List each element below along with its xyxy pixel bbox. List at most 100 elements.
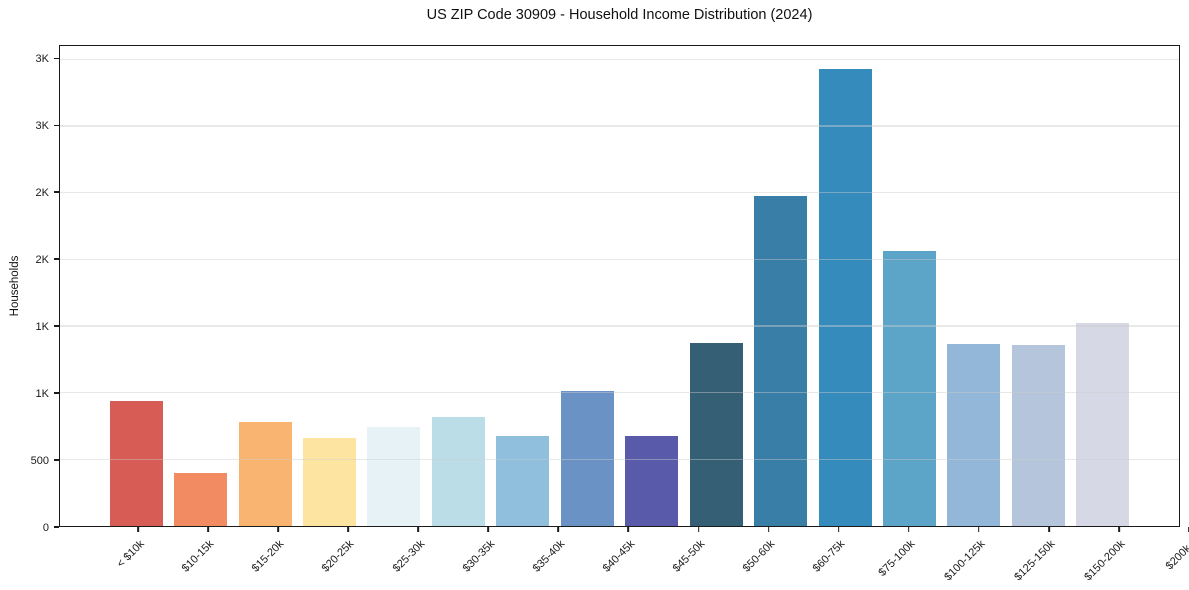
bar-slot-13: [942, 46, 1006, 526]
y-tick-mark-0: [54, 526, 59, 528]
x-tick-label-0: < $10k: [114, 538, 147, 571]
x-tick-mark-11: [907, 527, 910, 532]
x-tick-label-9: $50-60k: [740, 538, 778, 575]
x-tick-label-10: $60-75k: [810, 538, 848, 575]
bar-2: [238, 422, 292, 526]
bar-slot-4: [362, 46, 426, 526]
y-tick-label-0: 0: [42, 522, 49, 534]
x-tick-label-8: $45-50k: [670, 538, 708, 575]
x-slot-14: $150-200k: [1082, 527, 1154, 587]
bar-slot-6: [491, 46, 555, 526]
bar-slot-10: [748, 46, 812, 526]
bar-slot-11: [813, 46, 877, 526]
x-tick-mark-0: [137, 527, 139, 532]
bar-slot-9: [684, 46, 748, 526]
bar-slot-2: [233, 46, 297, 526]
x-slot-2: $15-20k: [243, 527, 313, 587]
y-tick-mark-1500: [54, 325, 59, 328]
x-slot-10: $60-75k: [804, 527, 874, 587]
bar-0: [109, 400, 163, 526]
bar-4: [367, 427, 421, 526]
x-axis-ticks: < $10k $10-15k $15-20k $20-25k $25-30k $30-35…: [59, 527, 1189, 587]
x-tick-label-12: $100-125k: [942, 538, 988, 584]
x-tick-mark-2: [277, 527, 279, 532]
x-tick-mark-9: [767, 527, 770, 532]
y-tick-label-3000: 3K: [35, 120, 49, 133]
x-tick-label-5: $30-35k: [460, 538, 497, 575]
x-slot-0: < $10k: [103, 527, 173, 587]
x-slot-11: $75-100k: [874, 527, 944, 587]
x-tick-mark-5: [487, 527, 490, 532]
y-tick-mark-1000: [54, 392, 59, 394]
x-tick-label-15: $200k+: [1163, 538, 1189, 573]
x-tick-mark-6: [557, 527, 560, 532]
x-slot-1: $10-15k: [173, 527, 243, 587]
bar-slot-3: [297, 46, 361, 526]
x-slot-12: $100-125k: [942, 527, 1014, 587]
bar-1: [174, 473, 228, 526]
bar-8: [625, 436, 679, 526]
x-tick-label-2: $15-20k: [250, 538, 287, 575]
x-tick-mark-7: [627, 527, 630, 532]
y-tick-mark-2000: [54, 258, 59, 261]
x-slot-7: $40-45k: [593, 527, 663, 587]
bar-6: [496, 436, 550, 526]
x-slot-9: $50-60k: [734, 527, 804, 587]
x-slot-13: $125-150k: [1012, 527, 1084, 587]
bar-slot-15: [1071, 46, 1135, 526]
plot-area: [59, 45, 1180, 527]
x-tick-label-11: $75-100k: [876, 538, 918, 579]
bar-7: [560, 391, 614, 526]
bar-13: [947, 344, 1001, 526]
x-tick-mark-10: [837, 527, 840, 532]
x-tick-label-7: $40-45k: [600, 538, 637, 575]
bar-12: [882, 250, 936, 526]
bar-slot-14: [1006, 46, 1070, 526]
x-slot-15: $200k+: [1154, 527, 1189, 587]
bars-layer: [60, 46, 1179, 526]
x-tick-mark-3: [347, 527, 350, 532]
x-slot-8: $45-50k: [664, 527, 734, 587]
bar-3: [303, 438, 357, 526]
y-tick-mark-2500: [54, 191, 59, 194]
x-tick-mark-13: [1048, 527, 1050, 532]
bar-slot-1: [168, 46, 232, 526]
x-tick-mark-14: [1118, 527, 1120, 532]
x-tick-label-4: $25-30k: [390, 538, 427, 575]
x-slot-3: $20-25k: [313, 527, 383, 587]
x-tick-mark-1: [207, 527, 209, 532]
bar-5: [431, 416, 485, 526]
x-tick-label-14: $150-200k: [1082, 538, 1128, 584]
x-tick-mark-4: [417, 527, 420, 532]
x-slot-5: $30-35k: [453, 527, 523, 587]
x-tick-label-13: $125-150k: [1012, 538, 1058, 584]
y-tick-label-1000: 1K: [35, 388, 49, 401]
bar-slot-7: [555, 46, 619, 526]
bar-slot-8: [620, 46, 684, 526]
y-tick-label-500: 500: [30, 455, 49, 468]
x-tick-label-3: $20-25k: [320, 538, 357, 575]
bar-11: [818, 68, 872, 526]
bar-slot-12: [877, 46, 941, 526]
bar-slot-0: [104, 46, 168, 526]
y-tick-mark-3000: [54, 124, 59, 127]
y-tick-label-2500: 2K: [35, 187, 49, 200]
bar-9: [689, 342, 743, 526]
x-slot-6: $35-40k: [523, 527, 593, 587]
x-tick-label-6: $35-40k: [530, 538, 567, 575]
y-tick-label-3500: 3K: [35, 53, 49, 66]
bar-10: [754, 196, 808, 526]
y-tick-mark-500: [54, 459, 59, 461]
bar-14: [1011, 344, 1065, 526]
x-tick-mark-12: [977, 527, 980, 532]
x-tick-label-1: $10-15k: [179, 538, 217, 575]
x-tick-mark-8: [697, 527, 700, 532]
chart-title: US ZIP Code 30909 - Household Income Dis…: [426, 7, 813, 23]
bar-slot-5: [426, 46, 490, 526]
y-tick-label-1500: 1K: [35, 321, 49, 334]
bar-15: [1076, 323, 1130, 526]
y-axis-ticks: 0 500 1K 1K 2K 2K 3K 3K: [0, 45, 59, 534]
y-tick-label-2000: 2K: [35, 254, 49, 267]
y-tick-mark-3500: [54, 57, 59, 60]
